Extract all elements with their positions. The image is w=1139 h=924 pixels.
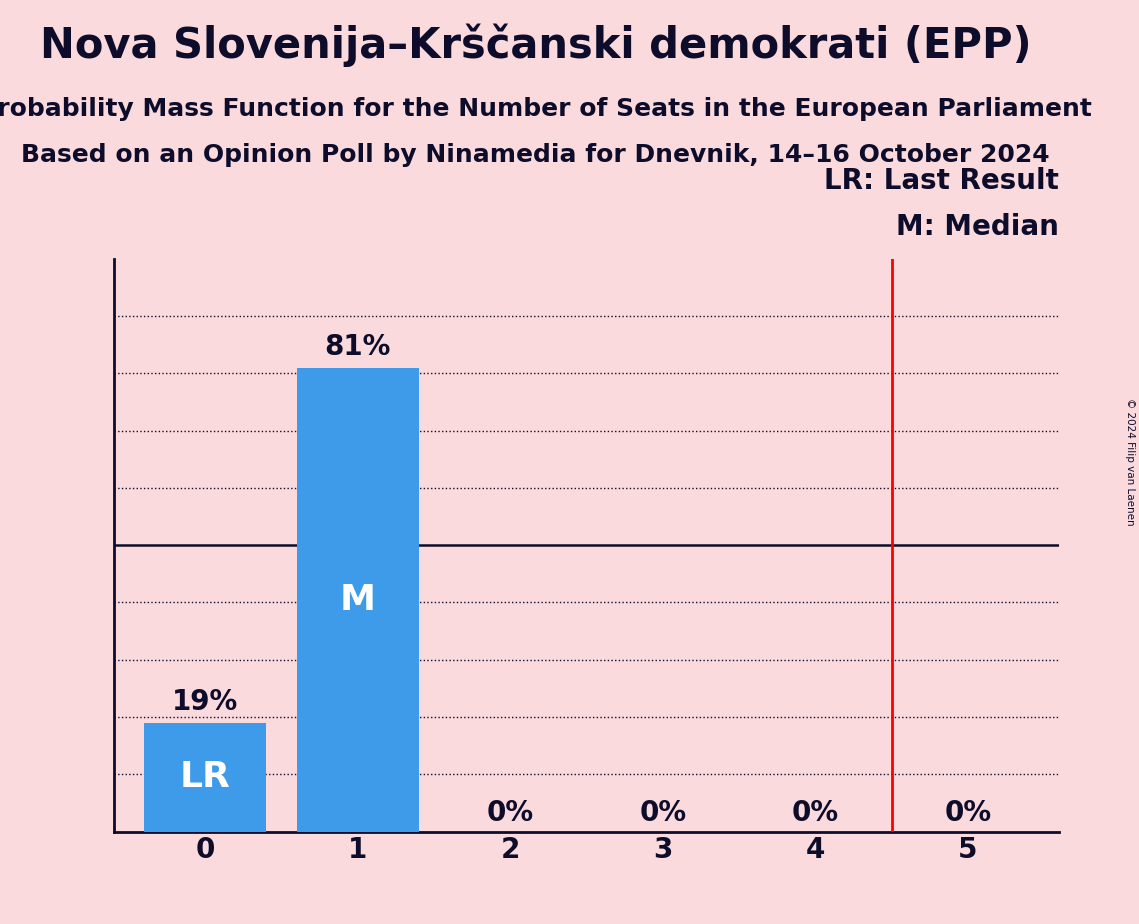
Text: 0%: 0% [792, 799, 838, 827]
Text: Probability Mass Function for the Number of Seats in the European Parliament: Probability Mass Function for the Number… [0, 97, 1092, 121]
Bar [297, 368, 419, 832]
Text: LR: Last Result: LR: Last Result [825, 167, 1059, 195]
Text: 0%: 0% [944, 799, 991, 827]
Text: Based on an Opinion Poll by Ninamedia for Dnevnik, 14–16 October 2024: Based on an Opinion Poll by Ninamedia fo… [21, 143, 1050, 167]
Text: 81%: 81% [325, 333, 391, 360]
Text: M: Median: M: Median [896, 213, 1059, 241]
Text: M: M [339, 583, 376, 616]
Text: Nova Slovenija–Krščanski demokrati (EPP): Nova Slovenija–Krščanski demokrati (EPP) [40, 23, 1031, 67]
Text: LR: LR [180, 760, 231, 794]
Bar [145, 723, 267, 832]
Text: 0%: 0% [486, 799, 534, 827]
Text: © 2024 Filip van Laenen: © 2024 Filip van Laenen [1125, 398, 1134, 526]
Text: 0%: 0% [639, 799, 687, 827]
Text: 19%: 19% [172, 687, 238, 716]
